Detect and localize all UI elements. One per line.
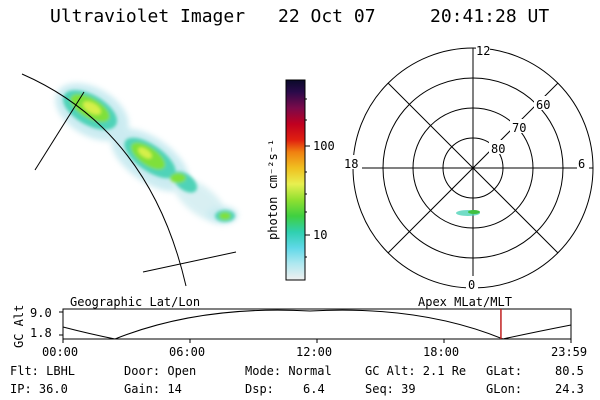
timeline-tick-1800: 18:00 [423,345,460,359]
auroral-emission [55,83,238,224]
gc-alt-status: GC Alt: 2.1 Re [365,364,467,378]
mlat-label-80: 80 [491,142,506,156]
glat-value: 80.5 [555,364,584,378]
timeline-tick-2359: 23:59 [551,345,588,359]
mode-status: Mode: Normal [245,364,332,378]
mlt-label-12: 12 [476,44,491,58]
mlt-label-0: 0 [468,278,476,292]
filter-status: Flt: LBHL [10,364,76,378]
glat-label: GLat: [486,364,523,378]
timeline-tick-0600: 06:00 [169,345,206,359]
polar-emission [456,210,480,216]
timeline-tick-0000: 00:00 [42,345,79,359]
timeline-right-title: Apex MLat/MLT [418,295,512,309]
ip-status: IP: 36.0 [10,382,68,396]
dsp-label: Dsp: [245,382,274,396]
geographic-grid [21,73,237,287]
seq-status: Seq: 39 [365,382,416,396]
timeline-tick-1200: 12:00 [296,345,333,359]
mlt-label-6: 6 [578,157,586,171]
timeline-left-title: Geographic Lat/Lon [70,295,201,309]
glon-value: 24.3 [555,382,584,396]
timeline-ymin: 1.8 [30,326,52,340]
gain-status: Gain: 14 [124,382,182,396]
image-time: 20:41:28 UT [430,6,550,27]
timeline-ymax: 9.0 [30,306,52,320]
glon-label: GLon: [486,382,523,396]
colorbar-tick-100: 100 [313,139,335,153]
dsp-value: 6.4 [303,382,325,396]
mlat-label-70: 70 [512,121,527,135]
altitude-curve [62,309,572,340]
colorbar-tick-10: 10 [313,228,328,242]
mlat-label-60: 60 [536,98,551,112]
mlt-label-18: 18 [344,157,359,171]
door-status: Door: Open [124,364,197,378]
image-date: 22 Oct 07 [278,6,376,27]
instrument-title: Ultraviolet Imager [50,6,246,27]
